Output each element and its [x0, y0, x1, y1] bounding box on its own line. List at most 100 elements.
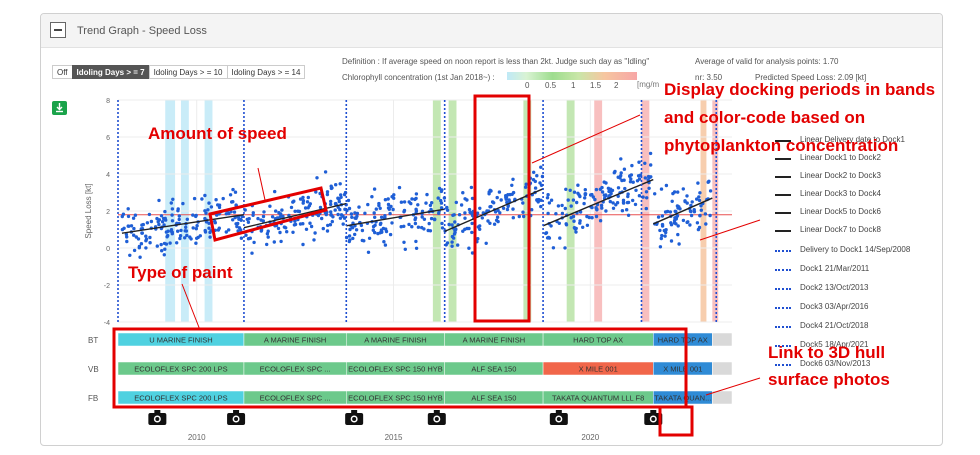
data-point [572, 190, 577, 194]
paint-segment-label: HARD TOP AX [658, 336, 708, 345]
data-point [467, 226, 471, 231]
data-point [630, 163, 634, 168]
data-point [334, 201, 338, 206]
data-point [178, 234, 183, 238]
data-point [685, 194, 689, 198]
camera-lens-core [434, 417, 439, 421]
data-point [125, 239, 129, 244]
data-point [195, 224, 199, 228]
data-point [660, 222, 665, 227]
y-axis-label: Speed Loss [kt] [84, 183, 93, 238]
data-point [583, 188, 587, 192]
annotation-box-paint [112, 327, 688, 409]
data-point [132, 248, 137, 253]
data-point [329, 199, 333, 204]
data-point [604, 181, 608, 185]
paint-segment-label: ECOLOFLEX SPC 150 HYB [348, 394, 443, 403]
data-point [469, 185, 474, 190]
data-point [383, 243, 388, 247]
data-point [437, 186, 442, 191]
data-point [318, 205, 323, 210]
data-point [497, 190, 502, 194]
data-point [214, 198, 218, 202]
data-point [697, 225, 702, 230]
data-point [696, 181, 700, 185]
data-point [676, 232, 680, 237]
data-point [217, 226, 221, 230]
data-point [554, 212, 558, 216]
y-tick-label: -2 [104, 283, 110, 290]
data-point [604, 193, 608, 197]
data-point [360, 228, 365, 233]
data-point [120, 227, 125, 232]
data-point [430, 201, 434, 205]
data-point [470, 251, 475, 255]
download-button[interactable] [52, 101, 67, 115]
camera-icon[interactable] [345, 410, 364, 425]
data-point [495, 195, 499, 200]
data-point [697, 195, 701, 199]
data-point [185, 217, 189, 221]
tab-idling-14[interactable]: Idoling Days > = 14 [226, 65, 306, 79]
data-point [496, 208, 500, 213]
camera-icon[interactable] [644, 410, 663, 425]
data-point [229, 210, 233, 214]
data-point [436, 196, 440, 200]
data-point [644, 190, 649, 194]
camera-icon[interactable] [427, 410, 446, 425]
data-point [625, 208, 629, 212]
data-point [281, 214, 285, 218]
data-point [486, 219, 490, 223]
data-point [372, 211, 376, 215]
data-point [413, 221, 418, 226]
data-point [325, 192, 330, 197]
data-point [139, 242, 144, 246]
data-point [425, 192, 429, 197]
data-point [450, 244, 454, 248]
data-point [511, 216, 515, 220]
trend-line [542, 178, 654, 227]
data-point [621, 201, 626, 205]
camera-icon[interactable] [549, 410, 568, 425]
data-point [132, 233, 136, 237]
data-point [132, 226, 136, 231]
data-point [366, 250, 371, 254]
data-point [338, 182, 342, 186]
data-point [583, 196, 587, 200]
data-point [246, 237, 251, 241]
data-point [181, 201, 185, 206]
data-point [162, 223, 166, 227]
data-point [547, 201, 552, 205]
data-point [669, 239, 674, 243]
data-point [656, 215, 661, 219]
data-point [564, 187, 568, 191]
data-point [209, 205, 214, 209]
data-point [207, 201, 211, 205]
data-point [681, 187, 685, 191]
data-point [585, 223, 590, 227]
data-point [301, 242, 305, 247]
data-point [678, 207, 682, 211]
data-point [697, 198, 702, 203]
camera-icon[interactable] [148, 410, 167, 425]
data-point [595, 208, 599, 212]
data-point [556, 204, 561, 208]
data-point [261, 214, 266, 219]
data-point [422, 227, 426, 231]
data-point [131, 216, 136, 220]
data-point [420, 215, 424, 219]
collapse-button[interactable] [50, 22, 66, 38]
data-point [194, 214, 198, 219]
paint-segment-label: ALF SEA 150 [471, 394, 516, 403]
data-point [273, 189, 277, 194]
camera-icon[interactable] [227, 410, 246, 425]
data-point [463, 197, 467, 201]
data-point [296, 209, 300, 213]
data-point [179, 228, 183, 233]
data-point [360, 238, 364, 243]
data-point [157, 222, 161, 227]
data-point [147, 212, 152, 217]
data-point [429, 216, 434, 221]
data-point [447, 222, 451, 227]
data-point [184, 225, 188, 229]
